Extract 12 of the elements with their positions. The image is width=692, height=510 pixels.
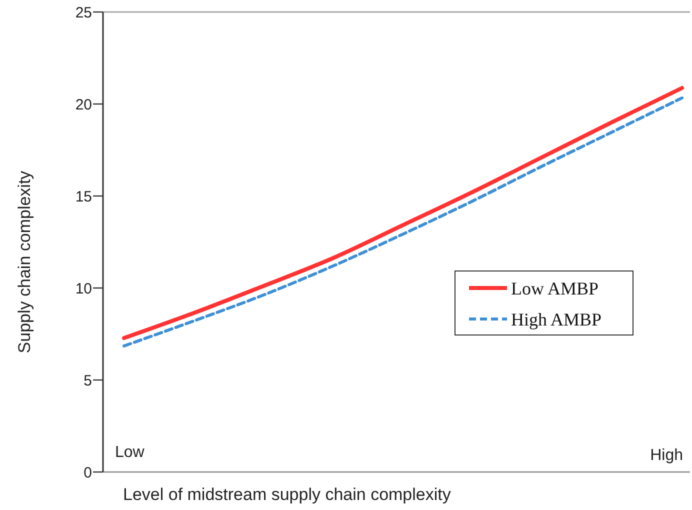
annotation: Low [115, 444, 145, 461]
y-tick-label: 5 [84, 372, 92, 390]
x-axis-title: Level of midstream supply chain complexity [123, 485, 452, 504]
annotation: High [650, 447, 683, 464]
y-tick-label: 20 [75, 96, 92, 114]
legend-label: High AMBP [511, 309, 602, 330]
y-tick-label: 10 [75, 280, 92, 298]
y-tick-label: 25 [75, 4, 92, 22]
legend-label: Low AMBP [511, 278, 599, 298]
y-axis-title: Supply chain complexity [15, 170, 34, 354]
y-tick-label: 0 [84, 464, 92, 482]
y-tick-label: 15 [75, 188, 92, 206]
